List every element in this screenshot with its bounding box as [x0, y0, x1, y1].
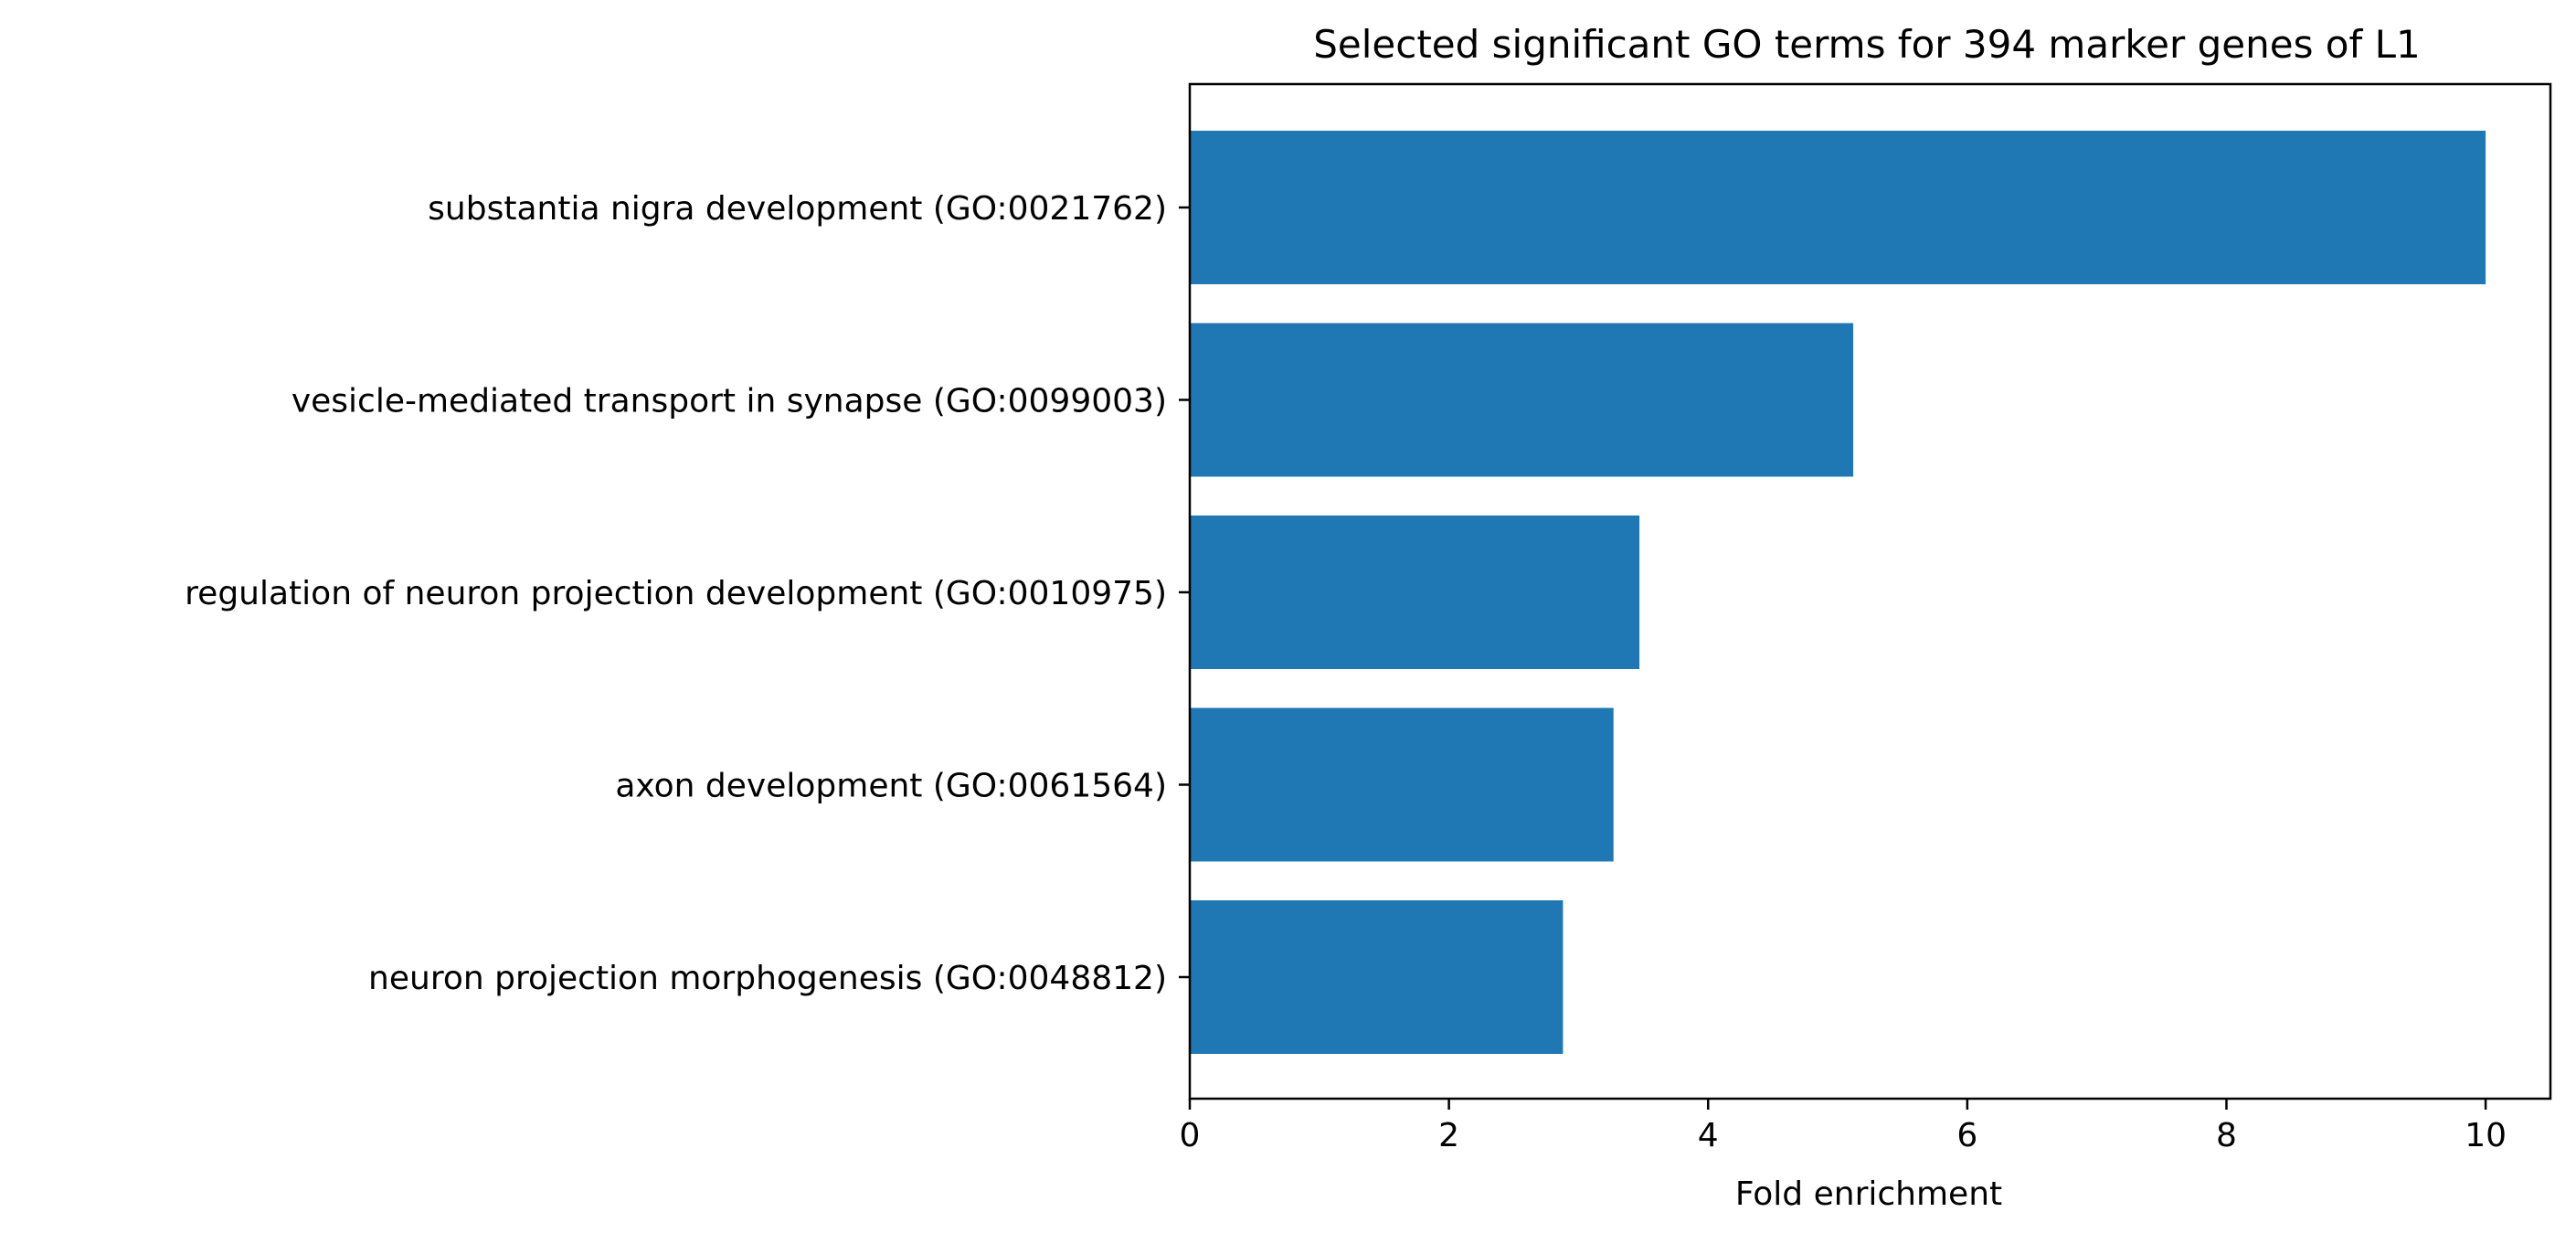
x-tick-label: 0	[1180, 1117, 1201, 1154]
x-axis-label: Fold enrichment	[1735, 1175, 2002, 1213]
plot-area-frame	[1188, 82, 2552, 1100]
x-tick-label: 10	[2465, 1117, 2507, 1154]
x-ticks: 0 2 4 6 8 10	[1180, 1099, 2507, 1154]
bars-group	[1190, 131, 2486, 1054]
bar	[1190, 900, 1564, 1054]
bar	[1190, 323, 1854, 477]
bar	[1190, 131, 2486, 284]
y-tick-label: regulation of neuron projection developm…	[185, 575, 1167, 612]
x-tick-label: 2	[1438, 1117, 1459, 1154]
x-tick-label: 6	[1956, 1117, 1977, 1154]
y-tick-label: axon development (GO:0061564)	[615, 768, 1167, 805]
y-tick-label: substantia nigra development (GO:0021762…	[428, 190, 1167, 228]
y-tick-label: neuron projection morphogenesis (GO:0048…	[368, 960, 1167, 997]
chart-title: Selected significant GO terms for 394 ma…	[1313, 22, 2421, 67]
bar	[1190, 707, 1614, 862]
x-tick-label: 8	[2216, 1117, 2237, 1154]
y-tick-labels: substantia nigra development (GO:0021762…	[185, 190, 1190, 997]
x-tick-label: 4	[1698, 1117, 1719, 1154]
y-tick-label: vesicle-mediated transport in synapse (G…	[292, 383, 1167, 420]
bar	[1190, 516, 1640, 669]
